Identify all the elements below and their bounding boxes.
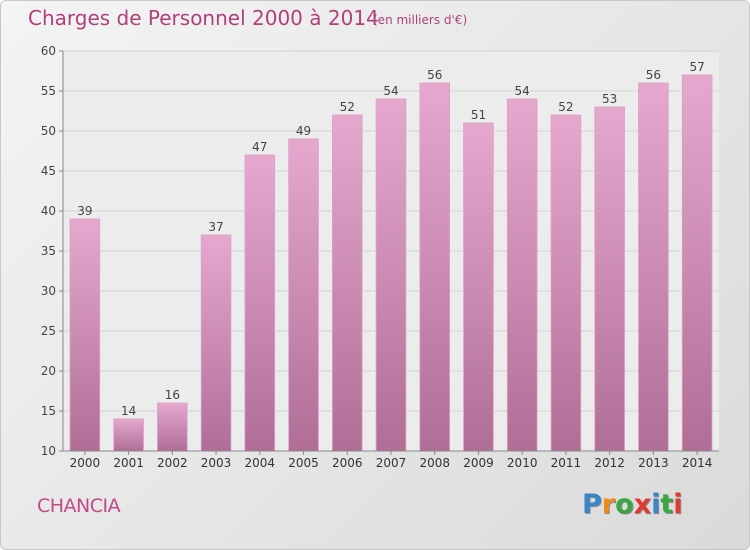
- x-tick-label-2010: 2010: [507, 456, 538, 470]
- bar-2007: [375, 98, 407, 452]
- logo-letter: x: [633, 489, 652, 520]
- data-label-2013: 56: [646, 68, 661, 82]
- data-label-2001: 14: [121, 404, 136, 418]
- data-label-2011: 52: [558, 100, 573, 114]
- x-tick-label-2007: 2007: [376, 456, 407, 470]
- data-label-2012: 53: [602, 92, 617, 106]
- y-tick-label: 30: [41, 284, 56, 298]
- bar-2013: [638, 82, 669, 452]
- bar-2011: [550, 114, 582, 452]
- x-tick-label-2013: 2013: [638, 456, 669, 470]
- x-tick-label-2009: 2009: [463, 456, 494, 470]
- x-tick-label-2001: 2001: [113, 456, 144, 470]
- proxiti-logo: Proxiti: [582, 489, 683, 520]
- bar-2002: [157, 402, 188, 452]
- location-name: CHANCIA: [37, 495, 121, 517]
- data-label-2002: 16: [165, 388, 180, 402]
- y-tick-label: 50: [41, 124, 56, 138]
- data-label-2009: 51: [471, 108, 486, 122]
- y-tick-label: 45: [41, 164, 56, 178]
- y-tick-label: 25: [41, 324, 56, 338]
- y-tick-label: 55: [41, 84, 56, 98]
- bar-2006: [331, 114, 363, 452]
- data-label-2005: 49: [296, 124, 311, 138]
- data-label-2000: 39: [77, 204, 92, 218]
- bar-2004: [244, 154, 276, 452]
- data-label-2008: 56: [427, 68, 442, 82]
- x-tick-label-2005: 2005: [288, 456, 319, 470]
- x-tick-label-2002: 2002: [157, 456, 188, 470]
- data-label-2014: 57: [689, 60, 704, 74]
- bar-2001: [113, 418, 144, 452]
- bar-2012: [594, 106, 625, 452]
- chart-subtitle: (en milliers d'€): [373, 13, 468, 27]
- x-tick-label-2012: 2012: [594, 456, 625, 470]
- y-tick-label: 20: [41, 364, 56, 378]
- logo-letter: o: [615, 489, 634, 520]
- y-tick-label: 15: [41, 404, 56, 418]
- data-label-2003: 37: [208, 220, 223, 234]
- logo-letter: i: [673, 489, 683, 520]
- data-label-2006: 52: [340, 100, 355, 114]
- bar-2005: [288, 138, 319, 452]
- chart-title: Charges de Personnel 2000 à 2014: [28, 6, 379, 30]
- bar-2014: [681, 74, 713, 452]
- bar-2000: [69, 218, 101, 452]
- logo-letter: P: [582, 489, 602, 520]
- logo-letter: t: [660, 489, 674, 520]
- logo-letter: i: [651, 489, 661, 520]
- data-label-2010: 54: [515, 84, 530, 98]
- x-tick-label-2004: 2004: [245, 456, 276, 470]
- bar-2009: [463, 122, 494, 452]
- x-tick-label-2006: 2006: [332, 456, 363, 470]
- x-tick-label-2008: 2008: [419, 456, 450, 470]
- data-label-2007: 54: [383, 84, 398, 98]
- y-tick-label: 35: [41, 244, 56, 258]
- y-tick-label: 40: [41, 204, 56, 218]
- data-label-2004: 47: [252, 140, 267, 154]
- bar-2008: [419, 82, 451, 452]
- bar-2003: [200, 234, 232, 452]
- x-tick-label-2011: 2011: [551, 456, 582, 470]
- bar-2010: [506, 98, 538, 452]
- y-tick-label: 10: [41, 444, 56, 458]
- y-tick-label: 60: [41, 44, 56, 58]
- x-tick-label-2014: 2014: [682, 456, 713, 470]
- x-tick-label-2000: 2000: [70, 456, 101, 470]
- x-tick-label-2003: 2003: [201, 456, 232, 470]
- logo-letter: r: [601, 489, 616, 520]
